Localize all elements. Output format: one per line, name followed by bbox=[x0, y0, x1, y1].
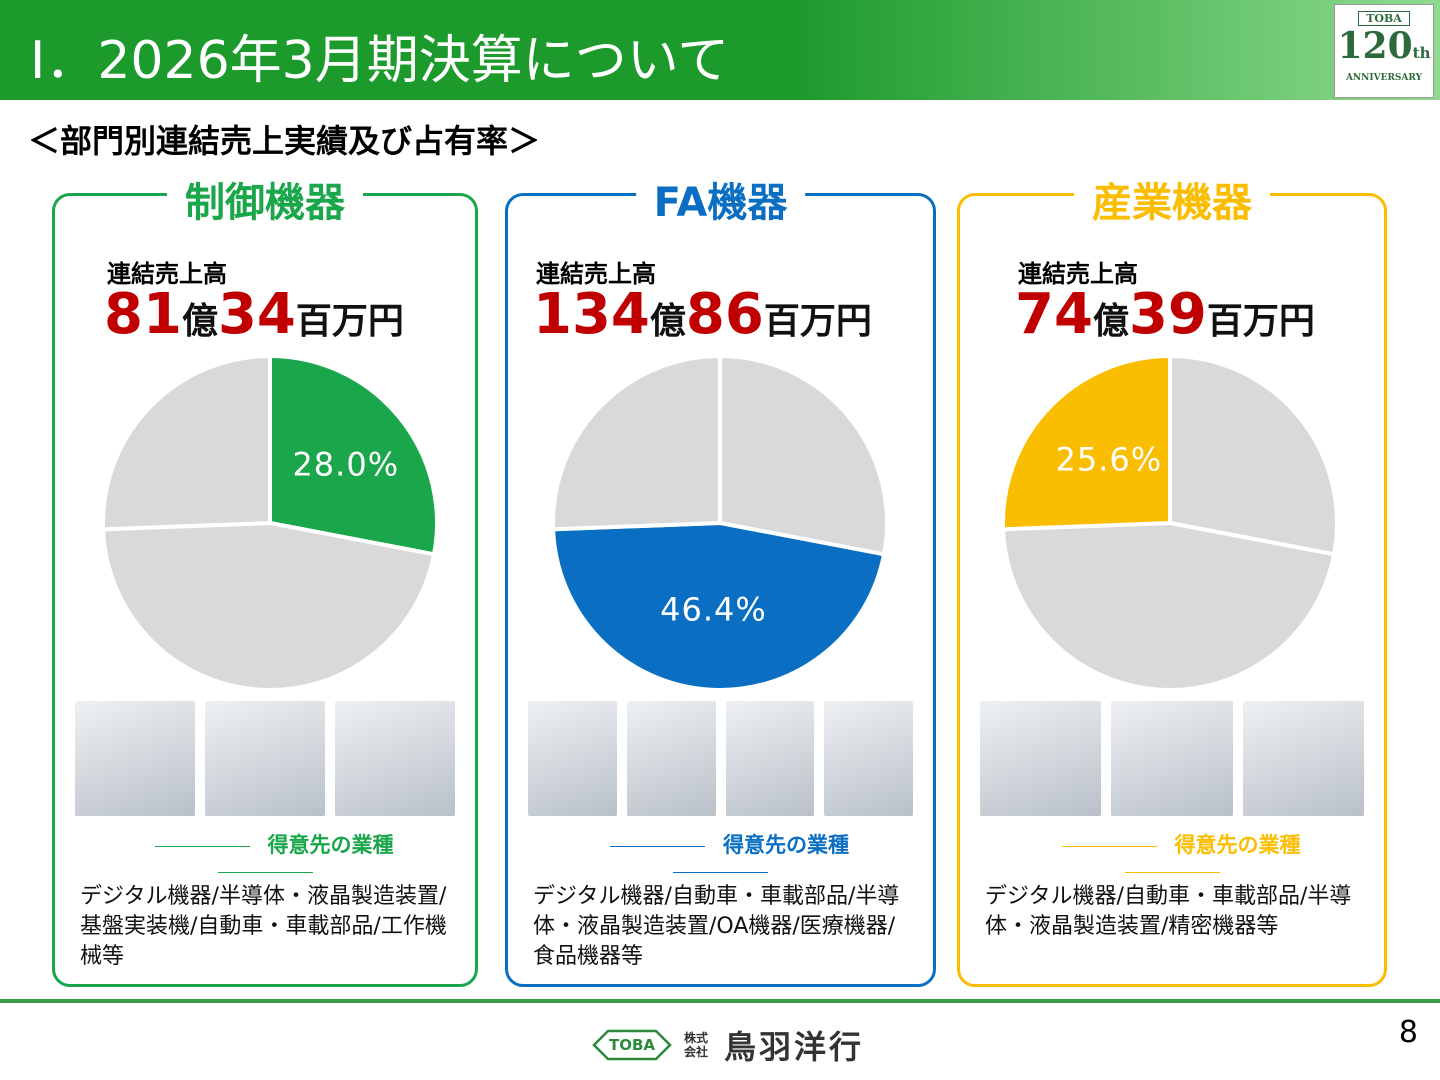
sales-oku: 74 bbox=[1015, 282, 1093, 347]
pie-slice bbox=[1001, 520, 1337, 692]
panel-title: 産業機器 bbox=[1074, 170, 1270, 228]
footer-logo: TOBA 株式会社 鳥羽洋行 bbox=[592, 1022, 864, 1068]
pie-slice bbox=[551, 520, 887, 692]
customers-text: デジタル機器/半導体・液晶製造装置/基盤実装機/自動車・車載部品/工作機械等 bbox=[80, 884, 447, 969]
product-photo bbox=[75, 701, 195, 816]
panel-title: FA機器 bbox=[635, 170, 806, 228]
title: Ⅰ．2026年3月期決算について bbox=[30, 31, 730, 91]
product-photo bbox=[528, 701, 617, 816]
customers-heading: 得意先の業種 bbox=[985, 829, 1359, 883]
logo-suffix: th bbox=[1412, 44, 1431, 62]
sales-oku: 134 bbox=[533, 282, 650, 347]
pie-slice bbox=[101, 520, 437, 692]
sales-oku-unit: 億 bbox=[1092, 301, 1129, 342]
sales-million-unit: 百万円 bbox=[1206, 301, 1315, 342]
sales-figure: 134億86百万円 bbox=[533, 282, 872, 347]
logo-number: 120 bbox=[1337, 25, 1413, 67]
pie-chart: 46.4% bbox=[551, 353, 889, 692]
pie-slice bbox=[268, 353, 439, 557]
pie-chart: 25.6% bbox=[1001, 353, 1339, 692]
pie-slice bbox=[1001, 353, 1172, 532]
pie-chart: 28.0% bbox=[101, 353, 439, 692]
sales-label: 連結売上高 bbox=[536, 260, 656, 288]
product-photo bbox=[725, 701, 815, 816]
product-photo bbox=[824, 701, 913, 816]
customers-heading: 得意先の業種 bbox=[533, 829, 908, 883]
slice-label: 46.4% bbox=[660, 591, 767, 629]
slice-label: 25.6% bbox=[1056, 440, 1163, 478]
anniversary-logo: TOBA 120th ANNIVERSARY bbox=[1334, 4, 1434, 98]
header: Ⅰ．2026年3月期決算について TOBA 120th ANNIVERSARY bbox=[0, 0, 1440, 100]
subtitle: ＜部門別連結売上実績及び占有率＞ bbox=[28, 122, 541, 160]
panel-title: 制御機器 bbox=[167, 170, 363, 228]
company-name: 鳥羽洋行 bbox=[724, 1028, 865, 1066]
customers-heading: 得意先の業種 bbox=[80, 829, 450, 883]
sales-figure: 81億34百万円 bbox=[104, 282, 404, 347]
segment-panel: 制御機器連結売上高 81億34百万円 28.0% 得意先の業種 デジタル機器/半導体・液… bbox=[52, 170, 478, 987]
customers-text: デジタル機器/自動車・車載部品/半導体・液晶製造装置/精密機器等 bbox=[985, 884, 1352, 939]
product-images bbox=[980, 701, 1364, 816]
segment-panel: FA機器連結売上高 134億86百万円 46.4% 得意先の業種 デジタル機器/自動車・… bbox=[505, 170, 936, 987]
logo-caption: ANNIVERSARY bbox=[1345, 73, 1423, 83]
product-images bbox=[75, 701, 455, 816]
customers-text: デジタル機器/自動車・車載部品/半導体・液晶製造装置/OA機器/医療機器/食品機… bbox=[533, 884, 900, 969]
product-photo bbox=[1111, 701, 1233, 816]
product-photo bbox=[980, 701, 1102, 816]
sales-oku: 81 bbox=[104, 282, 182, 347]
sales-label: 連結売上高 bbox=[1018, 260, 1138, 288]
pie-slice bbox=[718, 353, 889, 557]
product-photo bbox=[335, 701, 455, 816]
sales-million-unit: 百万円 bbox=[295, 301, 404, 342]
pie-slice bbox=[1168, 353, 1339, 557]
company-type: 株式会社 bbox=[684, 1031, 709, 1059]
slice-label: 28.0% bbox=[292, 445, 399, 483]
pie-slice bbox=[551, 353, 722, 532]
product-photo bbox=[626, 701, 716, 816]
segment-panel: 産業機器連結売上高 74億39百万円 25.6% 得意先の業種 デジタル機器/自動車・車… bbox=[957, 170, 1387, 987]
page-number: 8 bbox=[1398, 1015, 1418, 1050]
sales-million: 39 bbox=[1128, 282, 1207, 347]
brand-mark: TOBA bbox=[592, 1029, 672, 1061]
product-photo bbox=[205, 701, 325, 816]
sales-figure: 74億39百万円 bbox=[1015, 282, 1315, 347]
sales-million-unit: 百万円 bbox=[763, 301, 872, 342]
sales-oku-unit: 億 bbox=[649, 301, 686, 342]
sales-million: 86 bbox=[685, 282, 764, 347]
product-images bbox=[528, 701, 913, 816]
logo-brand: TOBA bbox=[1358, 11, 1410, 26]
sales-label: 連結売上高 bbox=[107, 260, 227, 288]
sales-oku-unit: 億 bbox=[181, 301, 218, 342]
footer-line bbox=[0, 999, 1440, 1003]
sales-million: 34 bbox=[217, 282, 296, 347]
pie-slice bbox=[101, 353, 272, 532]
brand-text: TOBA bbox=[609, 1036, 655, 1054]
product-photo bbox=[1242, 701, 1364, 816]
